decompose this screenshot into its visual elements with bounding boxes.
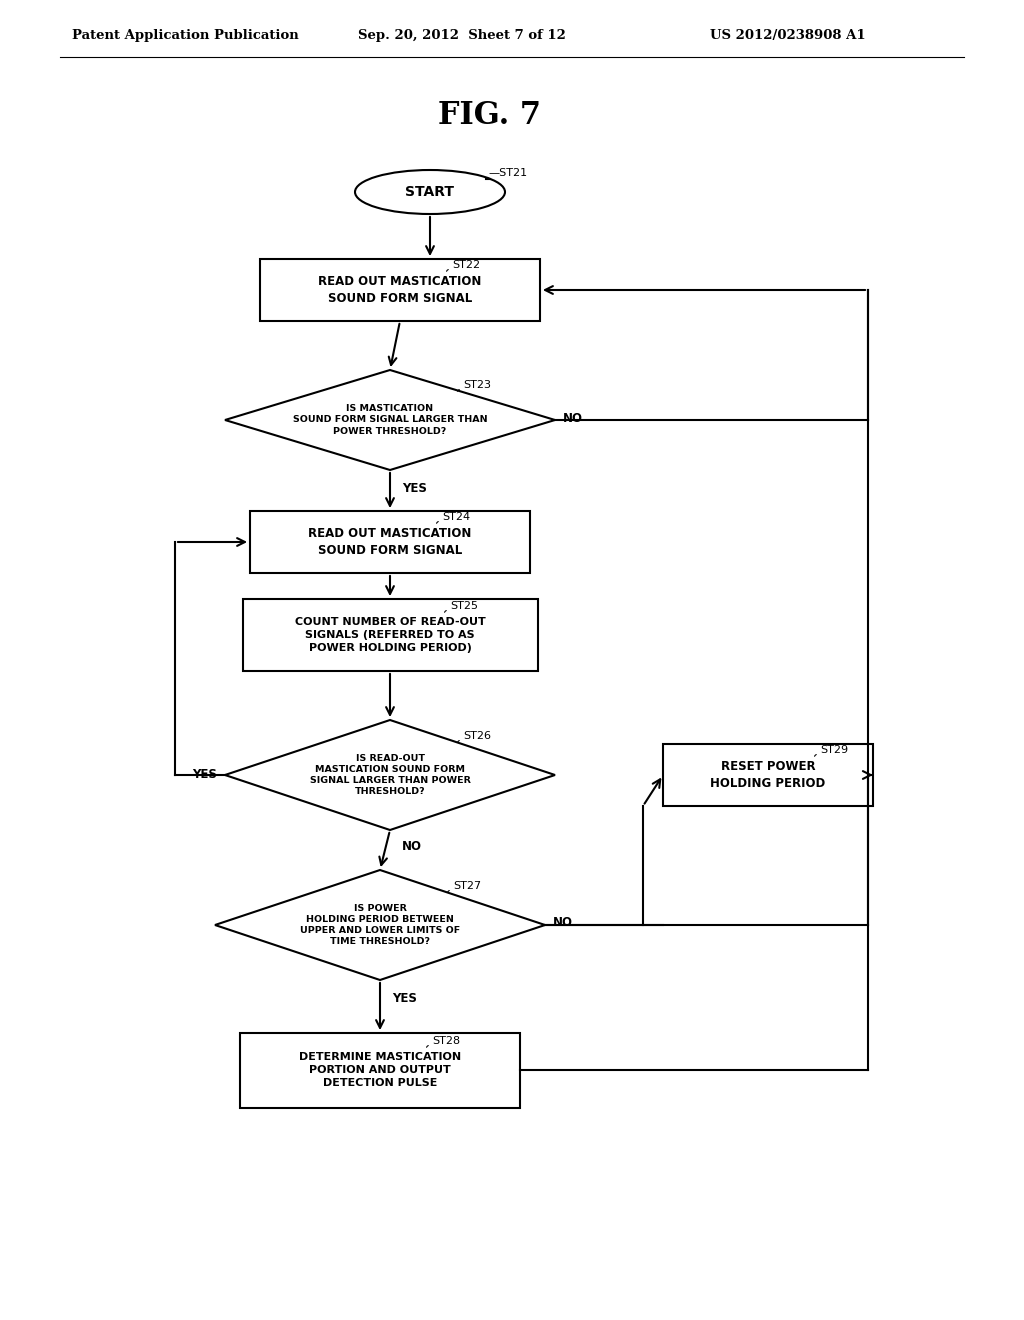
- Text: READ OUT MASTICATION
SOUND FORM SIGNAL: READ OUT MASTICATION SOUND FORM SIGNAL: [308, 527, 472, 557]
- Text: START: START: [406, 185, 455, 199]
- Text: NO: NO: [563, 412, 583, 425]
- Text: ST25: ST25: [450, 601, 478, 611]
- Text: IS READ-OUT
MASTICATION SOUND FORM
SIGNAL LARGER THAN POWER
THRESHOLD?: IS READ-OUT MASTICATION SOUND FORM SIGNA…: [309, 754, 470, 796]
- Text: ST23: ST23: [463, 380, 490, 389]
- Bar: [250, 511, 530, 573]
- Text: READ OUT MASTICATION
SOUND FORM SIGNAL: READ OUT MASTICATION SOUND FORM SIGNAL: [318, 276, 481, 305]
- Text: YES: YES: [392, 993, 417, 1005]
- Bar: [260, 259, 540, 321]
- Text: ST27: ST27: [453, 880, 481, 891]
- Text: ST24: ST24: [442, 512, 470, 521]
- Bar: [240, 1032, 520, 1107]
- Text: IS POWER
HOLDING PERIOD BETWEEN
UPPER AND LOWER LIMITS OF
TIME THRESHOLD?: IS POWER HOLDING PERIOD BETWEEN UPPER AN…: [300, 904, 460, 946]
- Polygon shape: [225, 719, 555, 830]
- Text: ST26: ST26: [463, 731, 490, 741]
- Text: US 2012/0238908 A1: US 2012/0238908 A1: [710, 29, 865, 41]
- Text: YES: YES: [193, 768, 217, 781]
- Text: DETERMINE MASTICATION
PORTION AND OUTPUT
DETECTION PULSE: DETERMINE MASTICATION PORTION AND OUTPUT…: [299, 1052, 461, 1088]
- Text: Sep. 20, 2012  Sheet 7 of 12: Sep. 20, 2012 Sheet 7 of 12: [358, 29, 566, 41]
- Text: Patent Application Publication: Patent Application Publication: [72, 29, 299, 41]
- Text: IS MASTICATION
SOUND FORM SIGNAL LARGER THAN
POWER THRESHOLD?: IS MASTICATION SOUND FORM SIGNAL LARGER …: [293, 404, 487, 436]
- Text: YES: YES: [402, 482, 427, 495]
- Text: ST29: ST29: [820, 744, 848, 755]
- Text: FIG. 7: FIG. 7: [438, 99, 542, 131]
- Bar: [243, 599, 538, 671]
- Text: COUNT NUMBER OF READ-OUT
SIGNALS (REFERRED TO AS
POWER HOLDING PERIOD): COUNT NUMBER OF READ-OUT SIGNALS (REFERR…: [295, 618, 485, 653]
- Polygon shape: [215, 870, 545, 979]
- Text: NO: NO: [402, 840, 422, 853]
- Text: NO: NO: [553, 916, 573, 929]
- Bar: [663, 744, 873, 807]
- Text: ST28: ST28: [432, 1036, 460, 1045]
- Text: —ST21: —ST21: [488, 168, 527, 178]
- Ellipse shape: [355, 170, 505, 214]
- Text: RESET POWER
HOLDING PERIOD: RESET POWER HOLDING PERIOD: [711, 760, 825, 789]
- Polygon shape: [225, 370, 555, 470]
- Text: ST22: ST22: [452, 260, 480, 271]
